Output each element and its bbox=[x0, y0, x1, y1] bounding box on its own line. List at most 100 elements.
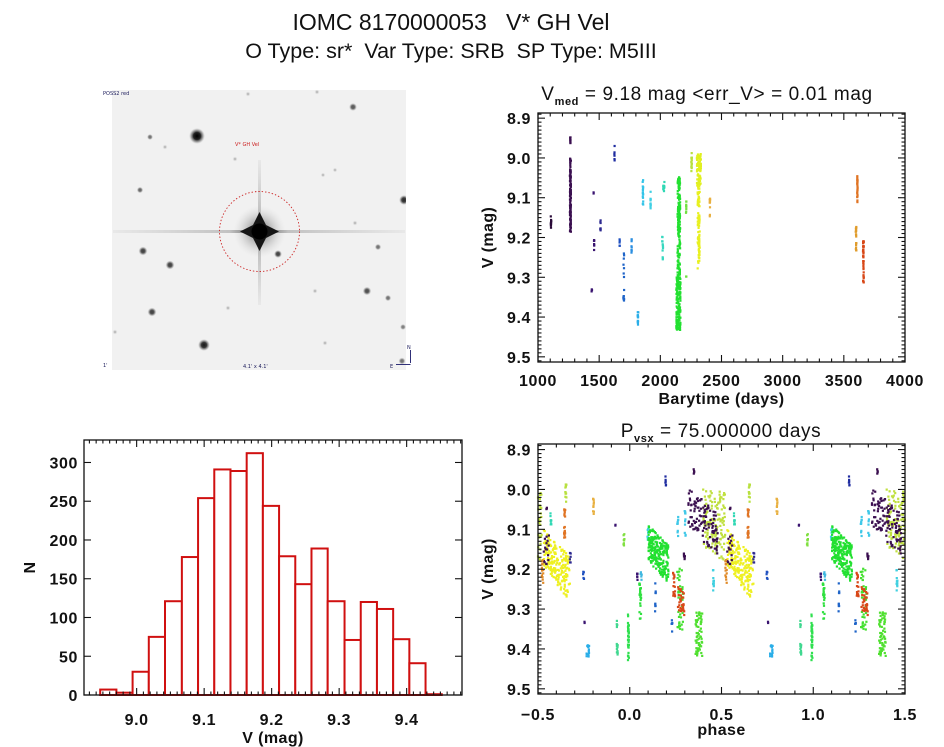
data-point bbox=[847, 475, 851, 478]
data-point bbox=[883, 612, 886, 615]
x-tick-label: 2500 bbox=[703, 373, 741, 390]
data-point bbox=[630, 246, 633, 249]
data-point bbox=[561, 569, 564, 572]
data-point bbox=[769, 652, 772, 655]
data-point bbox=[707, 504, 710, 507]
histogram-bar bbox=[229, 470, 248, 696]
data-point bbox=[834, 557, 837, 560]
data-point bbox=[676, 263, 679, 266]
data-point bbox=[811, 635, 814, 638]
data-point bbox=[718, 497, 722, 500]
data-point bbox=[684, 512, 687, 515]
data-point bbox=[855, 242, 858, 245]
data-point bbox=[681, 603, 684, 607]
data-point bbox=[661, 575, 664, 578]
histogram-bar bbox=[359, 600, 378, 696]
data-point bbox=[698, 629, 701, 632]
data-point bbox=[558, 563, 561, 566]
y-tick-label: 9.1 bbox=[507, 522, 531, 539]
data-point bbox=[548, 567, 551, 570]
data-point bbox=[736, 555, 739, 558]
data-point bbox=[648, 556, 651, 559]
data-point bbox=[652, 529, 655, 533]
data-point bbox=[681, 586, 684, 589]
data-point bbox=[699, 515, 703, 518]
data-point bbox=[667, 570, 670, 573]
data-point bbox=[565, 557, 568, 560]
data-point bbox=[648, 538, 651, 541]
data-point bbox=[738, 547, 741, 550]
data-point bbox=[894, 507, 897, 510]
data-point bbox=[541, 576, 544, 579]
data-point bbox=[675, 296, 678, 299]
data-point bbox=[862, 263, 865, 266]
data-point bbox=[550, 562, 553, 565]
star bbox=[352, 220, 358, 226]
data-point bbox=[676, 570, 679, 573]
data-point bbox=[556, 574, 559, 577]
data-point bbox=[745, 553, 748, 556]
data-point bbox=[564, 492, 567, 495]
data-point bbox=[895, 519, 898, 522]
data-point bbox=[737, 567, 740, 570]
data-point bbox=[823, 578, 827, 581]
data-point bbox=[845, 559, 848, 562]
data-point bbox=[671, 621, 674, 625]
data-point bbox=[847, 547, 850, 550]
data-point bbox=[569, 169, 572, 172]
data-point bbox=[666, 545, 669, 549]
data-point bbox=[799, 647, 802, 650]
data-point bbox=[863, 607, 866, 611]
data-point bbox=[675, 320, 678, 323]
data-point bbox=[565, 575, 568, 578]
point-cluster bbox=[599, 219, 602, 232]
data-point bbox=[690, 503, 693, 506]
data-point bbox=[776, 510, 779, 513]
data-point bbox=[727, 563, 730, 566]
data-point bbox=[696, 647, 700, 650]
data-point bbox=[661, 565, 665, 568]
data-point bbox=[692, 472, 695, 475]
data-point bbox=[714, 535, 717, 538]
data-point bbox=[675, 313, 678, 316]
data-point bbox=[722, 494, 725, 497]
y-tick-label: 9.3 bbox=[507, 602, 531, 619]
data-point bbox=[677, 596, 680, 599]
data-point bbox=[690, 167, 693, 170]
data-point bbox=[677, 201, 680, 205]
data-point bbox=[661, 240, 664, 243]
data-point bbox=[843, 558, 846, 561]
data-point bbox=[696, 158, 699, 161]
data-point bbox=[862, 242, 865, 245]
data-point bbox=[748, 573, 751, 576]
data-point bbox=[737, 545, 740, 548]
data-point bbox=[653, 554, 657, 557]
data-point bbox=[677, 218, 680, 221]
data-point bbox=[695, 620, 698, 624]
data-point bbox=[681, 628, 684, 631]
data-point bbox=[564, 563, 567, 566]
data-point bbox=[556, 584, 559, 587]
data-point bbox=[749, 559, 752, 562]
data-point bbox=[556, 561, 559, 565]
data-point bbox=[698, 187, 701, 190]
data-point bbox=[622, 263, 625, 266]
data-point bbox=[676, 293, 680, 296]
x-tick-label: 9.2 bbox=[260, 712, 284, 729]
data-point bbox=[678, 315, 681, 318]
data-point bbox=[877, 504, 880, 507]
data-point bbox=[651, 549, 654, 552]
data-point bbox=[689, 509, 692, 512]
point-cluster bbox=[638, 582, 826, 620]
data-point bbox=[856, 195, 859, 198]
data-point bbox=[856, 176, 859, 179]
data-point bbox=[729, 548, 732, 551]
data-point bbox=[862, 585, 865, 588]
data-point bbox=[665, 542, 668, 545]
data-point bbox=[680, 623, 683, 626]
data-point bbox=[656, 563, 659, 566]
data-point bbox=[811, 632, 814, 635]
data-point bbox=[692, 519, 695, 522]
data-point bbox=[799, 649, 803, 653]
data-point bbox=[887, 504, 890, 507]
